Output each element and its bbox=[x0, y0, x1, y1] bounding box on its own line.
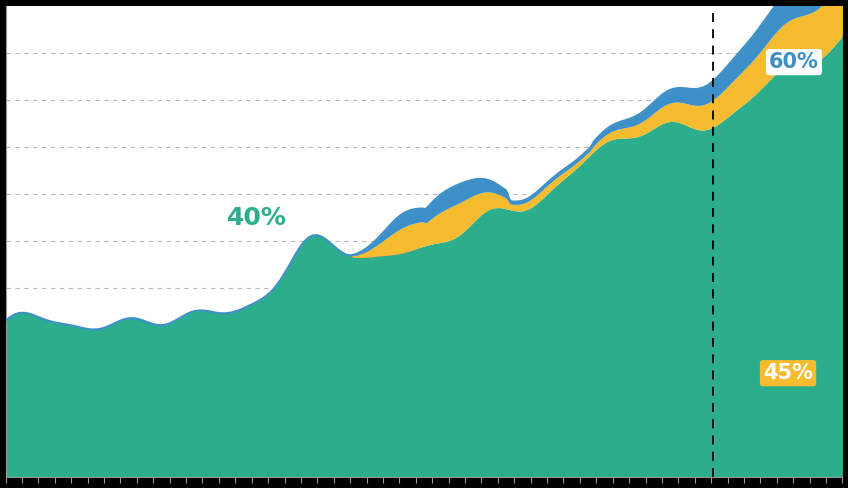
Text: 60%: 60% bbox=[769, 52, 819, 72]
Text: 40%: 40% bbox=[226, 205, 287, 230]
Text: 45%: 45% bbox=[763, 363, 813, 383]
